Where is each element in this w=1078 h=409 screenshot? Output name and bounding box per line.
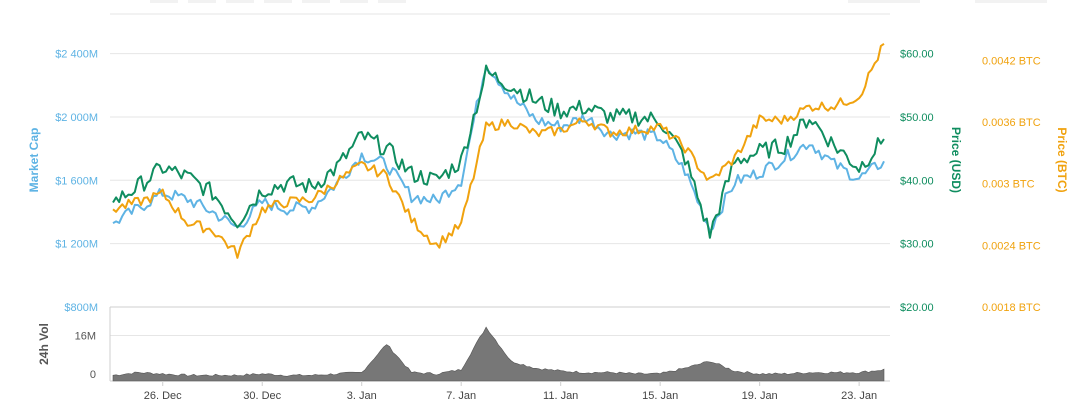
market-cap-tick-label: $1 600M — [55, 175, 98, 187]
range-button[interactable] — [378, 0, 406, 3]
date-input[interactable] — [975, 0, 1047, 3]
volume-tick-label: 16M — [75, 331, 96, 343]
volume-area — [112, 326, 885, 382]
range-selector-stubs — [150, 0, 1047, 3]
x-axis-ticks: 26. Dec 30. Dec 3. Jan 7. Jan 11. Jan 15. Jan… — [144, 381, 877, 402]
price-btc-tick-label: 0.0042 BTC — [982, 55, 1041, 67]
price-btc-tick-label: 0.0024 BTC — [982, 240, 1041, 252]
market-cap-tick-label: $800M — [64, 302, 98, 314]
price-usd-tick-label: $20.00 — [900, 302, 934, 314]
price-series — [112, 42, 885, 259]
price-usd-tick-label: $30.00 — [900, 239, 934, 251]
range-button[interactable] — [264, 0, 292, 3]
market-cap-ticks: $800M $1 200M $1 600M $2 000M $2 400M — [55, 49, 98, 314]
market-cap-tick-label: $2 400M — [55, 49, 98, 61]
x-tick-label: 26. Dec — [144, 390, 182, 402]
x-tick-label: 11. Jan — [543, 390, 578, 402]
range-button[interactable] — [340, 0, 368, 3]
x-tick-label: 19. Jan — [742, 390, 778, 402]
volume-series — [112, 326, 885, 382]
price-usd-tick-label: $60.00 — [900, 49, 934, 61]
price-btc-tick-label: 0.0036 BTC — [982, 117, 1041, 129]
date-input[interactable] — [848, 0, 920, 3]
x-tick-label: 15. Jan — [642, 390, 678, 402]
market-cap-axis-title: Market Cap — [27, 128, 41, 193]
market-cap-tick-label: $1 200M — [55, 239, 98, 251]
market-cap-tick-label: $2 000M — [55, 112, 98, 124]
price-btc-tick-label: 0.0018 BTC — [982, 302, 1041, 314]
grid-lines — [110, 53, 890, 337]
market-cap-line — [112, 67, 885, 232]
x-tick-label: 7. Jan — [446, 390, 476, 402]
x-tick-label: 3. Jan — [347, 390, 377, 402]
volume-ticks: 0 16M — [75, 331, 96, 381]
volume-tick-label: 0 — [90, 369, 96, 381]
price-btc-axis-title: Price (BTC) — [1055, 127, 1069, 192]
range-button[interactable] — [188, 0, 216, 3]
range-button[interactable] — [302, 0, 330, 3]
range-button[interactable] — [150, 0, 178, 3]
volume-axis-title: 24h Vol — [37, 323, 51, 365]
price-usd-tick-label: $40.00 — [900, 175, 934, 187]
price-usd-ticks: $20.00 $30.00 $40.00 $50.00 $60.00 — [900, 49, 934, 314]
range-button[interactable] — [226, 0, 254, 3]
price-usd-line — [112, 64, 885, 239]
price-usd-tick-label: $50.00 — [900, 112, 934, 124]
x-tick-label: 23. Jan — [841, 390, 877, 402]
price-btc-tick-label: 0.003 BTC — [982, 179, 1035, 191]
price-btc-ticks: 0.0018 BTC 0.0024 BTC 0.003 BTC 0.0036 BTC 0… — [982, 55, 1041, 314]
x-tick-label: 30. Dec — [243, 390, 281, 402]
price-usd-axis-title: Price (USD) — [949, 127, 963, 193]
price-btc-line — [112, 42, 885, 259]
